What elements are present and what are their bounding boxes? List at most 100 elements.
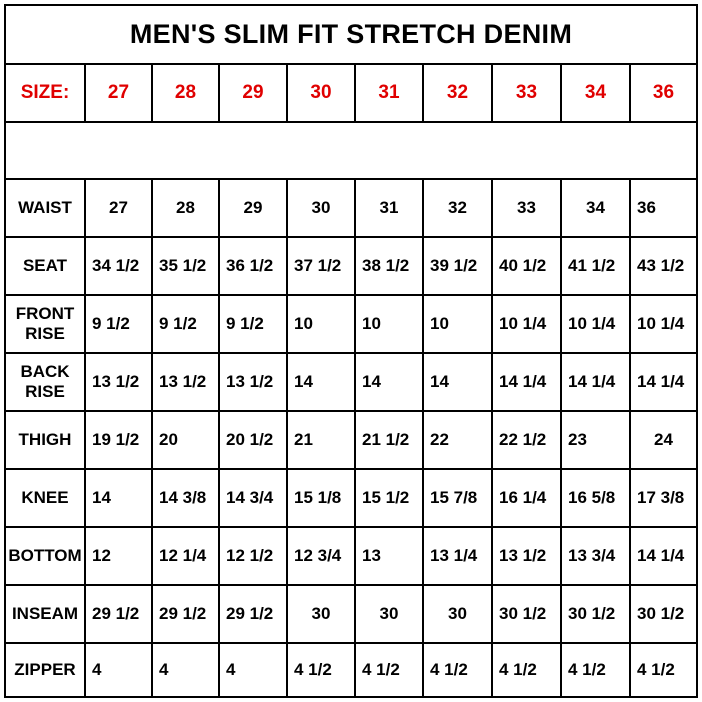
measurement-cell: 16 1/4	[493, 470, 562, 528]
blank-row	[6, 123, 696, 180]
measurement-cell: 23	[562, 412, 631, 470]
size-header-cell: 34	[562, 65, 631, 123]
measurement-cell: 13	[356, 528, 424, 586]
row-label: FRONT RISE	[6, 296, 86, 354]
measurement-cell: 37 1/2	[288, 238, 356, 296]
measurement-cell: 29 1/2	[220, 586, 288, 644]
measurement-cell: 13 1/2	[86, 354, 153, 412]
measurement-cell: 10 1/4	[631, 296, 696, 354]
measurement-cell: 33	[493, 180, 562, 238]
measurement-cell: 41 1/2	[562, 238, 631, 296]
measurement-cell: 34 1/2	[86, 238, 153, 296]
measurement-cell: 14 1/4	[493, 354, 562, 412]
size-chart-table: MEN'S SLIM FIT STRETCH DENIM SIZE: 27 28 29 3…	[4, 4, 698, 698]
measurement-cell: 21 1/2	[356, 412, 424, 470]
measurement-cell: 17 3/8	[631, 470, 696, 528]
measurement-cell: 4 1/2	[562, 644, 631, 696]
measurement-cell: 10 1/4	[493, 296, 562, 354]
measurement-cell: 13 1/2	[493, 528, 562, 586]
measurement-cell: 4 1/2	[288, 644, 356, 696]
measurement-cell: 14	[86, 470, 153, 528]
measurement-cell: 12 1/2	[220, 528, 288, 586]
measurement-cell: 16 5/8	[562, 470, 631, 528]
measurement-cell: 10	[424, 296, 493, 354]
measurement-cell: 32	[424, 180, 493, 238]
row-label: INSEAM	[6, 586, 86, 644]
measurement-cell: 21	[288, 412, 356, 470]
size-header-label: SIZE:	[6, 65, 86, 123]
measurement-cell: 4	[220, 644, 288, 696]
row-label: BACK RISE	[6, 354, 86, 412]
measurement-cell: 40 1/2	[493, 238, 562, 296]
measurement-cell: 15 1/2	[356, 470, 424, 528]
measurement-cell: 4 1/2	[637, 660, 675, 680]
measurement-cell: 4 1/2	[424, 644, 493, 696]
row-label: SEAT	[6, 238, 86, 296]
measurement-cell: 13 3/4	[562, 528, 631, 586]
measurement-cell: 15 7/8	[424, 470, 493, 528]
measurement-cell: 28	[153, 180, 220, 238]
measurement-cell: 9 1/2	[220, 296, 288, 354]
measurement-cell: 14	[424, 354, 493, 412]
measurement-cell: 31	[356, 180, 424, 238]
measurement-cell: 36 1/2	[220, 238, 288, 296]
measurement-cell: 14 3/8	[153, 470, 220, 528]
measurement-cell: 10	[288, 296, 356, 354]
measurement-cell: 15 1/8	[288, 470, 356, 528]
measurement-cell: 35 1/2	[153, 238, 220, 296]
measurement-cell: 14 1/4	[631, 528, 696, 586]
measurement-cell: 14 3/4	[220, 470, 288, 528]
measurement-cell: 9 1/2	[153, 296, 220, 354]
row-label: ZIPPER	[6, 644, 86, 696]
measurement-cell: 14	[356, 354, 424, 412]
measurement-cell: 24	[631, 412, 696, 470]
measurement-cell: 4 1/2	[356, 644, 424, 696]
measurement-cell: 4	[86, 644, 153, 696]
size-header-cell: 28	[153, 65, 220, 123]
measurement-cell: 30 1/2	[631, 586, 696, 644]
measurement-cell: 36	[631, 180, 696, 238]
row-label: KNEE	[6, 470, 86, 528]
measurement-cell: 27	[86, 180, 153, 238]
size-header-cell: 27	[86, 65, 153, 123]
measurement-cell: 22 1/2	[493, 412, 562, 470]
measurement-cell: 30 1/2	[493, 586, 562, 644]
measurement-cell: 38 1/2	[356, 238, 424, 296]
row-label: WAIST	[6, 180, 86, 238]
measurement-cell: 30 1/2	[562, 586, 631, 644]
size-header-cell: 29	[220, 65, 288, 123]
measurement-cell: 13 1/4	[424, 528, 493, 586]
measurement-cell: 30	[288, 180, 356, 238]
measurement-cell: 43 1/2	[631, 238, 696, 296]
chart-title: MEN'S SLIM FIT STRETCH DENIM	[6, 6, 696, 65]
measurement-cell: 14 1/4	[631, 354, 696, 412]
measurement-cell: 39 1/2	[424, 238, 493, 296]
size-header-cell: 30	[288, 65, 356, 123]
measurement-cell: 4 1/2	[493, 644, 562, 696]
measurement-cell: 29	[220, 180, 288, 238]
size-header-cell: 32	[424, 65, 493, 123]
size-header-cell: 33	[493, 65, 562, 123]
measurement-cell: 22	[424, 412, 493, 470]
measurement-cell: 20	[153, 412, 220, 470]
measurement-cell: 30	[356, 586, 424, 644]
measurement-cell: 9 1/2	[86, 296, 153, 354]
measurement-cell: 20 1/2	[220, 412, 288, 470]
row-label: BOTTOM	[6, 528, 86, 586]
measurement-cell: 30	[424, 586, 493, 644]
measurement-cell: 29 1/2	[86, 586, 153, 644]
measurement-cell: 30	[288, 586, 356, 644]
measurement-cell: 14	[288, 354, 356, 412]
measurement-cell: 13 1/2	[153, 354, 220, 412]
row-label: THIGH	[6, 412, 86, 470]
size-header-cell: 31	[356, 65, 424, 123]
measurement-cell: 10 1/4	[562, 296, 631, 354]
measurement-cell: 13 1/2	[220, 354, 288, 412]
measurement-cell: 14 1/4	[562, 354, 631, 412]
measurement-cell: 12	[86, 528, 153, 586]
size-header-cell: 36	[631, 65, 696, 123]
measurement-cell: 34	[562, 180, 631, 238]
measurement-cell: 12 3/4	[288, 528, 356, 586]
measurement-cell: 12 1/4	[153, 528, 220, 586]
measurement-cell: 4	[153, 644, 220, 696]
